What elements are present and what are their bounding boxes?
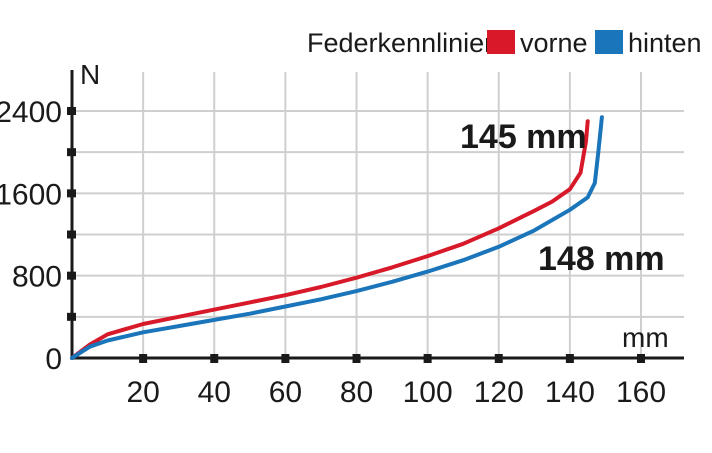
y-tick-label-1600: 1600 [0, 178, 62, 211]
axes [70, 70, 684, 360]
x-tick-label-120: 120 [474, 376, 524, 409]
x-tick-label-100: 100 [403, 376, 453, 409]
y-tick-mark-1200 [67, 230, 76, 239]
grid [72, 72, 684, 358]
legend-swatch-hinten [595, 30, 623, 54]
legend-entry-vorne: vorne [520, 28, 588, 58]
x-tick-mark-20 [139, 354, 148, 363]
y-tick-mark-400 [67, 312, 76, 321]
series-end-label-hinten: 148 mm [538, 240, 665, 278]
y-tick-label-2400: 2400 [0, 96, 62, 129]
series-line-hinten [70, 115, 604, 360]
x-tick-label-20: 20 [126, 376, 159, 409]
series-group [70, 115, 604, 360]
x-axis-label: mm [622, 322, 669, 353]
x-tick-label-140: 140 [545, 376, 595, 409]
series-end-label-vorne: 145 mm [460, 118, 587, 156]
x-tick-label-40: 40 [198, 376, 231, 409]
legend-swatch-vorne [487, 30, 515, 54]
x-tick-mark-40 [210, 354, 219, 363]
x-tick-mark-120 [494, 354, 503, 363]
y-tick-label-800: 800 [12, 261, 62, 294]
ticks: 0 800 1600 2400 20 40 60 80 100 120 140 160 [0, 96, 666, 409]
y-tick-mark-2000 [67, 148, 76, 157]
y-axis-label: N [80, 59, 100, 90]
legend-title: Federkennlinien: [307, 28, 507, 58]
x-tick-label-160: 160 [616, 376, 666, 409]
legend: Federkennlinien: vorne hinten [307, 28, 702, 58]
y-tick-mark-800 [67, 271, 76, 280]
x-tick-mark-160 [637, 354, 645, 363]
x-tick-label-60: 60 [269, 376, 302, 409]
x-tick-mark-140 [565, 354, 574, 363]
x-tick-mark-60 [281, 354, 290, 363]
y-tick-label-0: 0 [45, 343, 62, 376]
legend-entry-hinten: hinten [628, 28, 702, 58]
x-tick-mark-100 [423, 354, 432, 363]
y-tick-mark-1600 [67, 189, 76, 198]
x-tick-mark-80 [352, 354, 361, 363]
series-line-vorne [70, 119, 590, 360]
x-tick-label-80: 80 [340, 376, 373, 409]
y-tick-mark-2400 [67, 107, 76, 115]
